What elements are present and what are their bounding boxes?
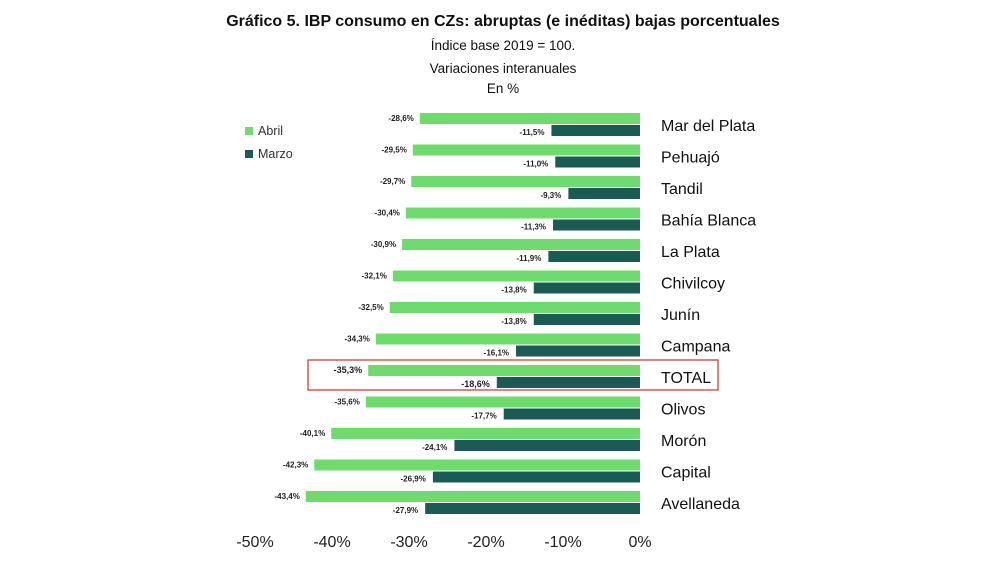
data-label-marzo: -11,0% [523,160,548,169]
bar-abril [368,365,640,376]
category-label: Chivilcoy [661,276,725,293]
data-label-abril: -35,6% [335,398,360,407]
bar-abril [411,176,640,187]
bar-marzo [555,156,640,168]
bar-marzo [552,219,640,231]
legend-label-abril: Abril [258,124,283,138]
data-label-abril: -29,5% [381,146,406,155]
title: Gráfico 5. IBP consumo en CZs: abruptas … [226,13,780,30]
data-label-marzo: -18,6% [461,379,490,389]
data-label-marzo: -26,9% [401,475,426,484]
bar-abril [314,459,640,471]
bar-marzo [533,314,640,325]
x-tick-label: -10% [544,534,581,551]
data-label-marzo: -17,7% [471,412,496,421]
category-label: Junín [661,307,700,324]
category-label: Bahía Blanca [661,213,756,230]
bar-marzo [548,251,640,262]
bar-marzo [425,503,640,514]
data-label-abril: -35,3% [334,365,363,375]
data-label-marzo: -11,5% [520,128,545,137]
category-label: La Plata [661,244,720,261]
data-label-abril: -30,9% [371,240,396,249]
category-label: Pehuajó [661,150,720,167]
bar-marzo [496,377,640,388]
highlight-box [307,359,719,391]
data-label-marzo: -11,3% [521,223,546,232]
category-label: Tandil [661,181,703,198]
data-label-marzo: -27,9% [393,506,418,515]
category-label: Mar del Plata [661,118,755,135]
x-tick-label: -40% [313,534,350,551]
subtitle-line-3: En % [486,81,520,96]
data-label-abril: -32,1% [361,272,386,281]
bar-abril [375,333,640,345]
data-label-marzo: -24,1% [422,443,447,452]
legend-swatch-marzo [245,150,253,158]
data-label-abril: -42,3% [283,461,308,470]
bar-marzo [454,440,640,451]
bar-marzo [551,125,640,136]
subtitle-line-2: Variaciones interanuales [429,61,577,76]
data-label-marzo: -16,1% [484,349,509,358]
data-label-abril: -29,7% [380,177,405,186]
data-label-abril: -32,5% [358,303,383,312]
x-tick-label: 0% [628,534,651,551]
category-label: Morón [661,433,706,450]
bar-abril [392,270,640,282]
category-label: TOTAL [661,370,711,387]
category-label: Capital [661,465,711,482]
x-tick-label: -50% [236,534,273,551]
data-label-marzo: -9,3% [540,191,561,200]
bar-abril [412,144,640,156]
bar-marzo [516,345,640,357]
bar-abril [419,113,640,124]
bar-abril [331,428,640,439]
bar-marzo [432,471,640,483]
bar-marzo [503,408,640,420]
bar-abril [305,491,640,502]
category-label: Olivos [661,402,705,419]
subtitle-line-1: Índice base 2019 = 100. [430,38,576,53]
category-label: Campana [661,339,730,356]
data-label-abril: -40,1% [300,429,325,438]
bar-marzo [568,188,640,199]
legend-label-marzo: Marzo [258,147,293,161]
legend-swatch-abril [245,127,253,135]
bar-abril [389,302,640,313]
bar-abril [402,239,640,250]
data-label-marzo: -13,8% [501,286,526,295]
data-label-abril: -43,4% [274,492,299,501]
x-tick-label: -20% [467,534,504,551]
data-label-abril: -34,3% [345,335,370,344]
data-label-marzo: -11,9% [516,254,541,263]
bar-marzo [533,282,640,294]
bar-abril [405,207,640,219]
category-label: Avellaneda [661,496,740,513]
x-tick-label: -30% [390,534,427,551]
data-label-abril: -28,6% [388,114,413,123]
data-label-marzo: -13,8% [501,317,526,326]
data-label-abril: -30,4% [375,209,400,218]
bar-abril [365,396,640,408]
